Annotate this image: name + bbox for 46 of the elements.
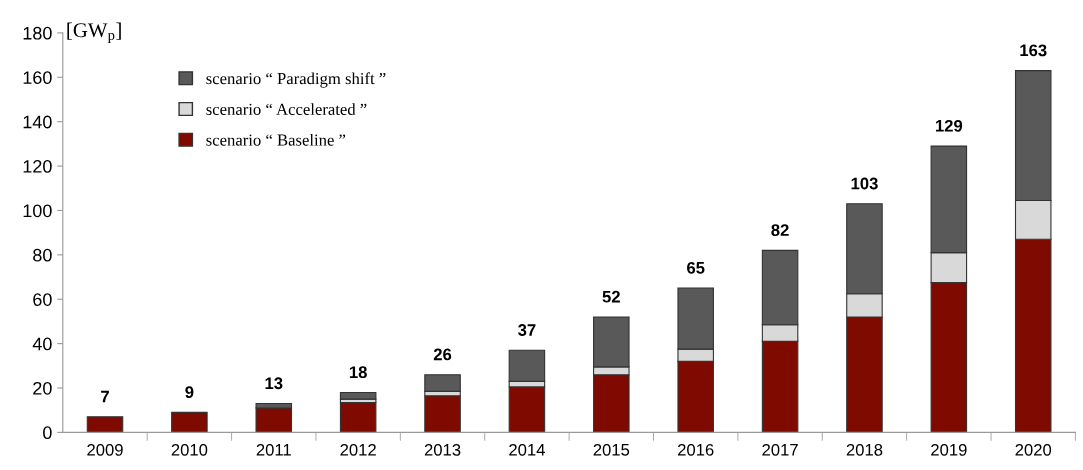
- y-tick-label: 100: [23, 204, 52, 218]
- legend-label: scenario “ Baseline ”: [206, 133, 346, 146]
- x-tick-label: 2011: [256, 443, 291, 456]
- bar: [171, 411, 208, 433]
- bar: [508, 386, 546, 433]
- total-label: 37: [518, 324, 536, 336]
- y-tick-label: 140: [23, 115, 52, 129]
- y-tick-label: 80: [33, 248, 52, 262]
- y-tick-label: 20: [33, 381, 52, 395]
- bar: [339, 401, 377, 433]
- total-label: 65: [687, 261, 705, 274]
- total-label: 103: [851, 177, 878, 190]
- x-tick-label: 2018: [846, 443, 883, 456]
- y-tick-label: 60: [33, 293, 52, 306]
- bar: [424, 374, 461, 392]
- x-tick-label: 2015: [593, 443, 630, 456]
- y-tick-label: 0: [43, 426, 52, 440]
- y-tick-label: 180: [23, 26, 52, 40]
- y-tick-label: 120: [23, 160, 52, 173]
- total-label: 7: [101, 390, 109, 403]
- x-tick-label: 2020: [1015, 443, 1052, 456]
- x-tick-label: 2017: [762, 443, 798, 456]
- total-label: 129: [935, 119, 963, 132]
- legend-label: scenario “ Paradigm shift ”: [206, 72, 386, 88]
- total-label: 163: [1020, 44, 1047, 57]
- y-tick-label: 40: [32, 337, 52, 351]
- x-tick-label: 2013: [424, 443, 461, 456]
- bar: [86, 416, 124, 433]
- x-tick-label: 2016: [677, 443, 714, 456]
- x-tick-label: 2010: [171, 443, 208, 456]
- x-tick-label: 2019: [931, 443, 967, 456]
- total-label: 82: [771, 224, 789, 237]
- x-tick-label: 2014: [509, 443, 545, 456]
- total-label: 26: [433, 348, 452, 361]
- total-label: 13: [265, 377, 283, 390]
- y-axis-title: [GW$_{p}$]: [67, 22, 121, 44]
- x-tick-label: 2009: [87, 443, 123, 456]
- total-label: 9: [185, 386, 194, 399]
- bar: [339, 391, 377, 400]
- x-tick-label: 2012: [340, 443, 376, 456]
- total-label: 18: [349, 366, 367, 379]
- bar: [424, 395, 461, 433]
- y-tick-label: 160: [23, 71, 52, 85]
- bar: [255, 407, 293, 433]
- legend-label: scenario “ Accelerated ”: [206, 103, 367, 115]
- total-label: 52: [602, 290, 620, 303]
